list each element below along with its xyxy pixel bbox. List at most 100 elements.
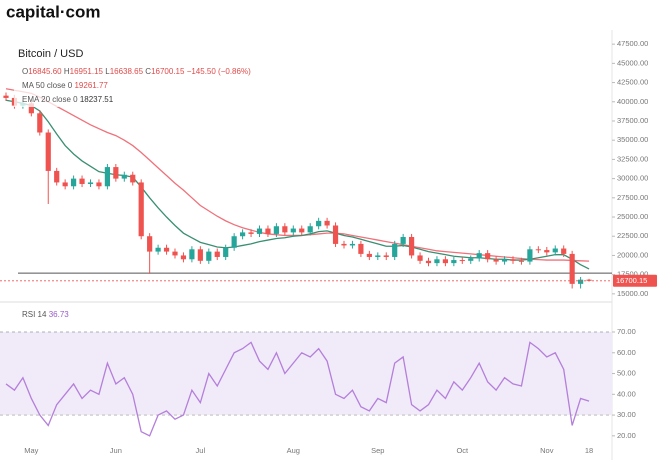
candle-body: [332, 225, 339, 244]
candle-body: [316, 220, 322, 227]
candle-body: [586, 279, 592, 281]
candle-body: [104, 167, 110, 187]
legend-value: 18237.51: [80, 95, 114, 104]
candle-body: [130, 174, 136, 183]
candle-body: [510, 259, 516, 261]
candle-body: [96, 182, 102, 187]
candle-body: [451, 260, 457, 264]
candle-body: [273, 226, 279, 234]
candle-body: [307, 226, 313, 233]
candle-body: [349, 243, 356, 246]
candle-body: [240, 232, 246, 237]
candle-body: [231, 236, 237, 248]
last-price-box: [613, 274, 657, 287]
candle-body: [383, 255, 389, 257]
legend-entry: RSI 14 36.73: [22, 310, 69, 319]
change: −145.50 (−0.86%): [187, 67, 251, 76]
candle-body: [54, 170, 60, 183]
y-tick-label: 27500.00: [617, 193, 648, 202]
x-tick-label: Aug: [287, 446, 300, 455]
chart-title: Bitcoin / USD: [18, 48, 83, 60]
y-tick-label: 42500.00: [617, 78, 648, 87]
legend-entry: MA 50 close 0 19261.77: [22, 81, 108, 90]
y-tick-label: 32500.00: [617, 154, 648, 163]
rsi-band: [0, 332, 612, 416]
candle-body: [79, 178, 85, 184]
x-tick-label: Oct: [456, 446, 469, 455]
legend-entry: EMA 20 close 0 18237.51: [22, 95, 114, 104]
legend-value: 36.73: [49, 310, 70, 319]
y-tick-label: 60.00: [617, 348, 636, 357]
candle-body: [493, 259, 499, 262]
x-tick-label: Jul: [196, 446, 206, 455]
candle-body: [189, 249, 195, 260]
y-tick-label: 30.00: [617, 410, 636, 419]
candle-body: [578, 279, 584, 284]
candle-body: [561, 248, 567, 254]
candle-body: [206, 251, 212, 261]
y-tick-label: 50.00: [617, 369, 636, 378]
candle-body: [265, 228, 271, 234]
candle-body: [172, 251, 178, 256]
candle-body: [375, 255, 381, 257]
candle-body: [459, 260, 465, 262]
candle-body: [485, 253, 491, 260]
candle-body: [155, 247, 161, 252]
candle-body: [358, 243, 364, 254]
ohlc-row: O16845.60 H16951.15 L16638.65 C16700.15 …: [22, 67, 251, 76]
logo: capital·com: [6, 2, 100, 21]
x-tick-label: May: [24, 446, 38, 455]
candle-body: [417, 255, 423, 261]
x-tick-label: 18: [585, 446, 593, 455]
y-tick-label: 40000.00: [617, 97, 648, 106]
candle-body: [442, 259, 448, 264]
y-tick-label: 45000.00: [617, 58, 648, 67]
y-tick-label: 30000.00: [617, 174, 648, 183]
y-tick-label: 40.00: [617, 389, 636, 398]
candle-body: [299, 228, 305, 233]
ohlc-value: 16638.65: [110, 67, 144, 76]
last-price-label: 16700.15: [616, 276, 647, 285]
candle-body: [37, 113, 43, 133]
candle-body: [282, 226, 288, 233]
legend-value: 19261.77: [74, 81, 108, 90]
ohlc-value: 16845.60: [28, 67, 62, 76]
legend-label: RSI 14: [22, 310, 47, 319]
y-tick-label: 20.00: [617, 431, 636, 440]
series-line: [5, 99, 590, 270]
candle-body: [434, 259, 440, 264]
y-tick-label: 20000.00: [617, 250, 648, 259]
x-tick-label: Sep: [371, 446, 384, 455]
ohlc-label: C: [145, 67, 151, 76]
y-tick-label: 37500.00: [617, 116, 648, 125]
legend-label: MA 50 close 0: [22, 81, 73, 90]
candle-body: [163, 247, 170, 252]
x-tick-label: Jun: [110, 446, 122, 455]
candle-body: [248, 232, 254, 234]
candle-body: [197, 249, 203, 261]
candle-body: [468, 258, 474, 261]
x-tick-label: Nov: [540, 446, 554, 455]
candle-body: [400, 236, 406, 244]
y-tick-label: 70.00: [617, 327, 636, 336]
y-tick-label: 25000.00: [617, 212, 648, 221]
y-tick-label: 47500.00: [617, 39, 648, 48]
candle-body: [256, 228, 263, 234]
ohlc-label: H: [64, 67, 70, 76]
candle-body: [409, 236, 415, 256]
series-line: [5, 341, 590, 437]
y-tick-label: 22500.00: [617, 231, 648, 240]
candle-body: [3, 95, 9, 98]
candle-body: [87, 182, 94, 184]
candle-body: [62, 182, 68, 187]
candle-body: [341, 243, 347, 246]
candle-body: [290, 228, 296, 233]
ohlc-label: L: [105, 67, 110, 76]
candle-body: [552, 248, 558, 253]
y-tick-label: 35000.00: [617, 135, 648, 144]
legend-background: [14, 65, 246, 107]
candle-body: [527, 249, 533, 262]
candle-body: [214, 251, 220, 257]
candle-body: [180, 255, 187, 260]
